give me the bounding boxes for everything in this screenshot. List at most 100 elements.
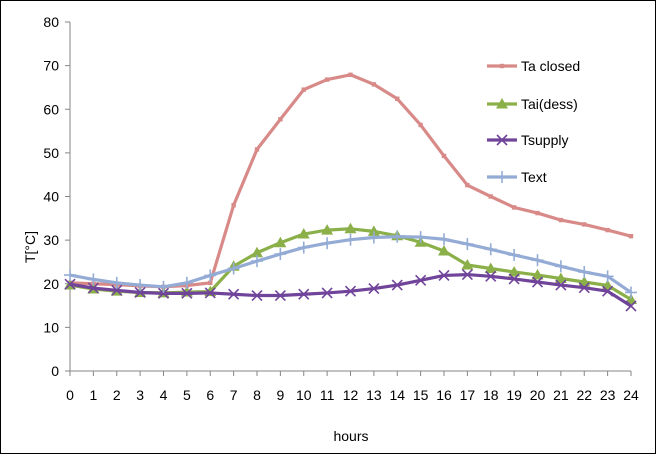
data-point-stroke: [181, 287, 193, 299]
data-point-stroke: [321, 287, 333, 299]
legend-label: Tsupply: [521, 132, 568, 148]
data-point: [274, 248, 287, 261]
data-point: [554, 272, 567, 284]
data-point: [625, 286, 637, 299]
data-point: [601, 270, 614, 283]
data-point: [484, 243, 497, 256]
data-point: [582, 222, 587, 227]
data-point: [461, 238, 474, 251]
y-tick-label: 50: [43, 145, 59, 161]
data-point: [64, 278, 76, 290]
legend-entry: Text: [487, 169, 547, 185]
data-point-stroke: [602, 285, 614, 297]
x-tick-label: 10: [296, 387, 312, 403]
data-point: [578, 282, 590, 294]
data-point: [605, 227, 610, 233]
data-point: [321, 224, 334, 235]
x-tick-label: 16: [436, 387, 452, 403]
x-tick-label: 20: [530, 387, 546, 403]
data-point-stroke: [251, 289, 263, 302]
data-point: [441, 153, 447, 159]
data-point: [496, 171, 508, 183]
x-tick-label: 2: [113, 387, 121, 403]
data-point-stroke: [298, 288, 310, 300]
y-tick-label: 60: [43, 101, 59, 117]
data-point: [438, 245, 450, 256]
data-point-stroke: [111, 284, 123, 296]
series-text: [64, 230, 637, 299]
data-point-stroke: [461, 269, 473, 281]
data-point: [554, 260, 567, 273]
data-point: [438, 269, 450, 282]
data-point-stroke: [438, 269, 450, 282]
data-point: [628, 233, 634, 239]
data-point: [531, 269, 544, 280]
x-tick-label: 12: [343, 387, 359, 403]
y-tick-label: 30: [43, 232, 59, 248]
x-tick-label: 7: [230, 387, 238, 403]
x-tick-label: 0: [66, 387, 74, 403]
data-point: [321, 287, 333, 299]
data-point: [297, 241, 310, 254]
y-tick-label: 40: [43, 189, 59, 205]
data-point-stroke: [415, 274, 427, 286]
x-tick-label: 3: [136, 387, 144, 403]
data-point: [499, 63, 505, 69]
x-tick-label: 4: [160, 387, 168, 403]
y-tick-label: 70: [43, 58, 59, 74]
data-point: [344, 233, 357, 246]
x-tick-label: 21: [553, 387, 569, 403]
data-point: [415, 274, 427, 286]
data-point: [488, 194, 493, 199]
data-point: [496, 134, 508, 146]
data-point: [204, 287, 216, 299]
data-point: [278, 117, 283, 122]
y-tick-label: 20: [43, 276, 59, 292]
x-tick-label: 24: [623, 387, 639, 403]
data-point-stroke: [485, 270, 497, 282]
legend: Ta closed Tai(dess) Tsupply Text: [487, 58, 580, 185]
data-point: [558, 217, 564, 223]
data-point-stroke: [274, 289, 286, 302]
data-point-stroke: [368, 282, 380, 295]
data-point-stroke: [508, 273, 520, 285]
data-point: [485, 270, 497, 282]
data-point: [321, 237, 334, 250]
legend-label: Text: [521, 169, 547, 185]
data-point: [535, 210, 540, 216]
data-point: [344, 285, 357, 297]
data-point: [251, 246, 263, 258]
series-tsupply: [64, 269, 637, 312]
data-point: [274, 236, 287, 248]
data-point: [251, 289, 263, 302]
data-point: [157, 287, 170, 299]
x-tick-label: 23: [600, 387, 616, 403]
x-axis-title: hours: [333, 428, 368, 444]
x-tick-label: 22: [576, 387, 592, 403]
x-tick-label: 18: [483, 387, 499, 403]
data-point: [324, 77, 330, 82]
data-point-stroke: [578, 282, 590, 294]
data-point: [461, 258, 474, 270]
data-point-stroke: [531, 276, 544, 288]
x-tick-label: 13: [366, 387, 382, 403]
data-point: [87, 282, 99, 294]
data-point: [134, 279, 147, 292]
data-point: [418, 122, 423, 128]
data-point: [461, 269, 473, 281]
legend-entry: Ta closed: [487, 58, 580, 74]
x-tick-label: 14: [389, 387, 405, 403]
data-point: [204, 269, 217, 282]
x-tick-label: 5: [183, 387, 191, 403]
data-point: [508, 273, 520, 285]
legend-entry: Tsupply: [487, 132, 568, 148]
data-point: [134, 286, 146, 299]
data-point-stroke: [87, 282, 99, 294]
data-point: [180, 276, 193, 289]
data-point: [555, 279, 567, 291]
data-point: [625, 300, 637, 312]
data-point: [511, 205, 517, 210]
data-point-stroke: [157, 287, 170, 299]
